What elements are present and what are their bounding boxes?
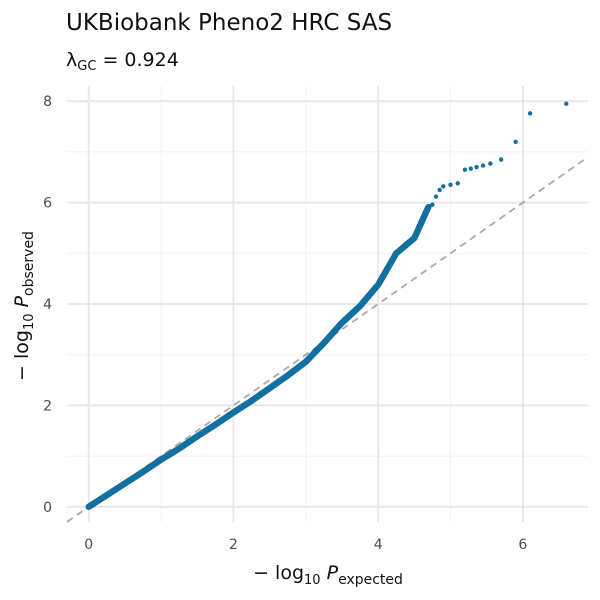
x-tick-label: 4 — [374, 537, 383, 553]
chart-subtitle: λGC = 0.924 — [66, 49, 179, 74]
data-point — [564, 101, 569, 106]
data-point — [437, 187, 442, 193]
y-axis-title: − log10 Pobserved — [11, 231, 37, 381]
data-point — [433, 194, 439, 199]
data-point — [474, 164, 479, 170]
data-point — [426, 203, 432, 209]
y-tick-label: 6 — [43, 196, 52, 212]
y-tick-label: 4 — [43, 297, 52, 313]
y-tick-label: 0 — [43, 500, 52, 516]
data-point — [488, 161, 493, 166]
x-tick-label: 2 — [229, 537, 238, 553]
plot-area: 0 2 4 6 0 2 4 6 8 — [43, 86, 589, 553]
x-tick-label: 0 — [84, 537, 93, 553]
data-point — [498, 157, 504, 162]
data-point — [513, 139, 518, 144]
y-tick-label: 8 — [43, 94, 52, 110]
data-point — [455, 181, 460, 186]
data-point — [527, 111, 533, 116]
x-axis-title: − log10 Pexpected — [253, 562, 403, 588]
data-point — [441, 184, 446, 189]
y-tick-label: 2 — [43, 398, 52, 414]
x-tick-label: 6 — [518, 537, 527, 553]
data-point — [430, 202, 435, 207]
data-point — [468, 166, 473, 171]
data-point — [448, 182, 453, 188]
data-point — [480, 163, 486, 168]
data-point — [462, 167, 468, 172]
chart-title: UKBiobank Pheno2 HRC SAS — [66, 10, 392, 36]
